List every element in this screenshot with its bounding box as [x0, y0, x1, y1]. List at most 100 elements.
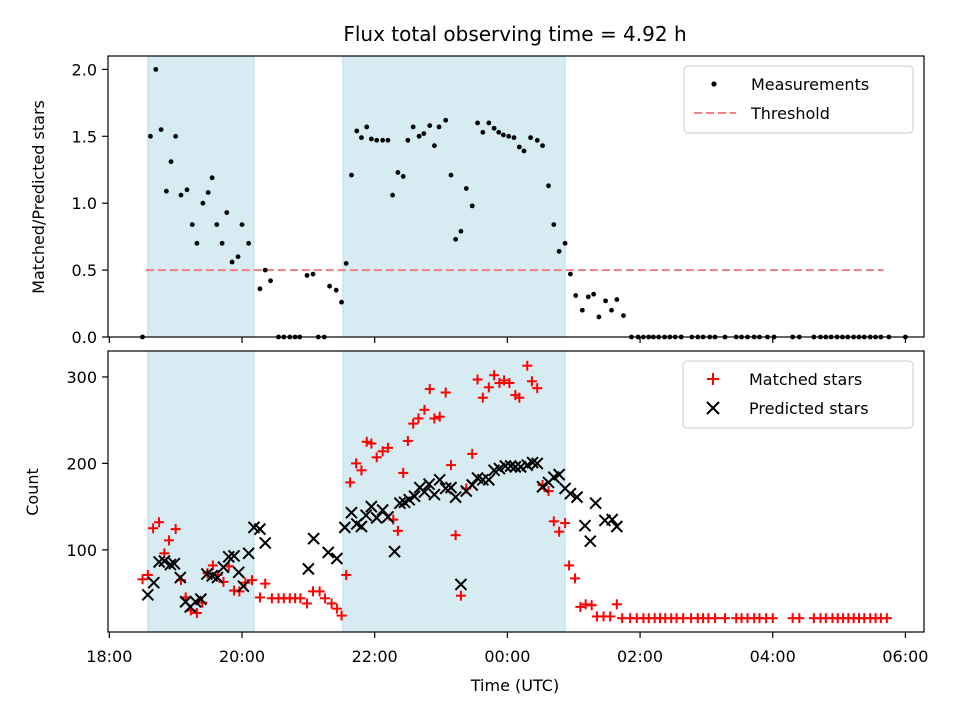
measurement-point	[443, 117, 449, 123]
matched-star-point	[402, 435, 413, 446]
matched-star-point	[504, 377, 515, 388]
matched-star-point	[440, 387, 451, 398]
matched-star-point	[554, 526, 565, 537]
measurement-point	[235, 254, 241, 260]
measurement-point	[521, 148, 527, 154]
matched-star-point	[254, 592, 265, 603]
measurement-point	[205, 190, 211, 195]
y-tick-label: 1.0	[72, 194, 97, 213]
predicted-star-point	[355, 520, 368, 533]
matched-star-point	[424, 384, 435, 395]
legend-measurements-label: Measurements	[751, 75, 869, 94]
measurement-point	[511, 135, 517, 141]
bottom-legend: Matched stars Predicted stars	[682, 360, 914, 429]
measurement-point	[219, 240, 225, 246]
matched-star-point	[336, 610, 347, 621]
measurement-point	[385, 137, 391, 143]
bottom-plot-frame	[107, 350, 925, 633]
matched-star-point	[295, 593, 306, 604]
measurement-point	[410, 124, 416, 130]
measurement-point	[496, 129, 502, 135]
matched-star-point	[142, 569, 153, 580]
measurement-point	[153, 66, 159, 72]
predicted-star-point	[408, 490, 421, 503]
ratio-panel: 0.00.51.01.52.0 Matched/Predicted stars …	[29, 55, 925, 347]
measurement-point	[486, 120, 492, 126]
predicted-star-point	[147, 576, 160, 589]
matched-star-point	[719, 613, 730, 624]
predicted-star-point	[330, 552, 344, 565]
predicted-star-point	[232, 566, 245, 579]
measurement-point	[374, 137, 380, 143]
measurement-point	[528, 135, 533, 141]
matched-star-point	[586, 600, 597, 611]
matched-star-point	[767, 613, 778, 624]
matched-star-point	[548, 516, 559, 527]
predicted-star-point	[536, 480, 549, 493]
matched-star-point	[543, 486, 554, 497]
matched-star-point	[499, 375, 510, 386]
y-tick-label: 0.5	[72, 261, 97, 280]
observing-intervals	[147, 350, 566, 633]
predicted-star-point	[564, 487, 577, 500]
measurement-point	[458, 228, 464, 234]
predicted-star-point	[570, 490, 584, 504]
matched-star-point	[356, 465, 367, 476]
legend-matched-marker	[707, 373, 719, 385]
measurement-point	[568, 271, 573, 277]
measurement-point	[540, 143, 545, 149]
count-panel: 100 200 300 18:00 20:00 22:00 00:00 02:00 04:00…	[23, 350, 928, 695]
predicted-star-point	[322, 546, 335, 559]
measurement-point	[349, 172, 354, 178]
matched-star-point	[532, 383, 543, 394]
matched-star-point	[445, 460, 456, 471]
measurement-point	[364, 124, 370, 130]
measurement-point	[562, 240, 568, 246]
measurement-point	[268, 278, 273, 284]
predicted-star-point	[164, 558, 177, 571]
matched-star-point	[413, 413, 424, 424]
predicted-star-point	[418, 485, 431, 499]
predicted-star-point	[168, 557, 181, 570]
matched-star-point	[260, 578, 271, 589]
matched-star-point	[392, 525, 403, 536]
matched-star-point	[560, 518, 571, 529]
x-tick-label: 22:00	[352, 647, 398, 666]
predicted-star-point	[589, 496, 602, 510]
matched-star-point	[240, 577, 251, 588]
matched-star-point	[331, 603, 342, 614]
chart-title: Flux total observing time = 4.92 h	[343, 22, 686, 46]
predicted-star-point	[499, 459, 512, 473]
matched-star-point	[489, 370, 500, 381]
matched-star-point	[522, 360, 533, 371]
measurement-point	[500, 132, 506, 138]
measurement-point	[596, 314, 602, 320]
measurement-point	[551, 222, 557, 228]
measurement-point	[262, 267, 268, 273]
measurement-point	[359, 135, 364, 141]
measurement-point	[178, 192, 184, 198]
matched-star-point	[351, 458, 362, 469]
measurement-point	[304, 273, 310, 278]
matched-star-point	[408, 418, 419, 429]
predicted-star-point	[376, 503, 389, 517]
measurement-point	[339, 299, 344, 305]
predicted-star-point	[482, 473, 496, 487]
matched-star-point	[434, 411, 445, 422]
measurement-point	[591, 291, 597, 297]
measurement-point	[480, 129, 486, 135]
matched-star-point	[148, 523, 159, 534]
predicted-star-point	[174, 571, 187, 584]
matched-star-point	[455, 590, 466, 601]
matched-star-point	[526, 376, 537, 387]
measurement-point	[534, 137, 540, 143]
y-tick-label: 1.5	[72, 127, 97, 146]
predicted-star-point	[402, 493, 416, 506]
measurement-point	[214, 222, 220, 228]
predicted-star-point	[242, 547, 255, 560]
x-tick-label: 02:00	[617, 647, 663, 666]
predicted-star-point	[509, 460, 522, 474]
y-tick-label: 2.0	[72, 60, 97, 79]
predicted-star-point	[504, 459, 517, 473]
predicted-star-point	[605, 513, 619, 526]
